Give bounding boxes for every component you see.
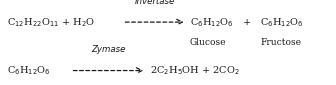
Text: Invertase: Invertase — [134, 0, 175, 6]
Text: Fructose: Fructose — [260, 38, 301, 47]
Text: Glucose: Glucose — [190, 38, 226, 47]
Text: C$_{6}$H$_{12}$O$_{6}$: C$_{6}$H$_{12}$O$_{6}$ — [260, 16, 304, 28]
Text: +: + — [243, 18, 251, 27]
Text: C$_{6}$H$_{12}$O$_{6}$: C$_{6}$H$_{12}$O$_{6}$ — [190, 16, 234, 28]
Text: Zymase: Zymase — [91, 45, 125, 54]
Text: 2C$_{2}$H$_{5}$OH + 2CO$_{2}$: 2C$_{2}$H$_{5}$OH + 2CO$_{2}$ — [150, 64, 239, 77]
Text: C$_{12}$H$_{22}$O$_{11}$ + H$_{2}$O: C$_{12}$H$_{22}$O$_{11}$ + H$_{2}$O — [7, 16, 95, 28]
Text: C$_{6}$H$_{12}$O$_{6}$: C$_{6}$H$_{12}$O$_{6}$ — [7, 64, 50, 77]
